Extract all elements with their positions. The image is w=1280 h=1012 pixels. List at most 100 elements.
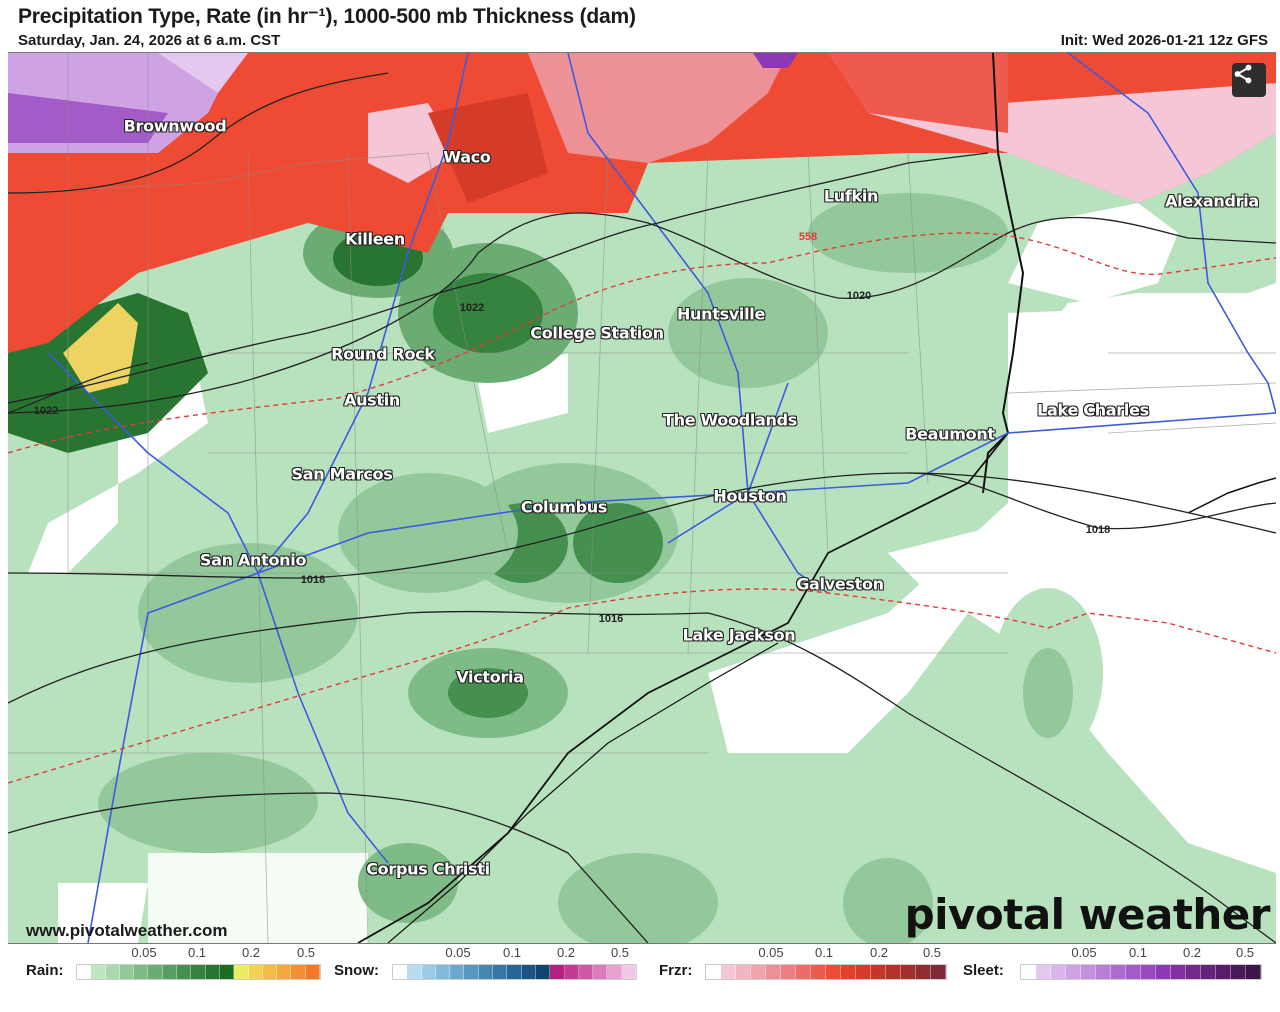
color-swatch (916, 965, 931, 979)
tick: 0.5 (922, 945, 942, 960)
color-swatch (550, 965, 565, 979)
color-swatch (248, 965, 263, 979)
color-swatch (450, 965, 465, 979)
color-swatch (1096, 965, 1111, 979)
color-swatch (578, 965, 594, 979)
tick: 0.05 (131, 945, 157, 960)
color-swatch (464, 965, 479, 979)
source-url[interactable]: www.pivotalweather.com (26, 921, 228, 940)
legend-sleet-label: Sleet: (963, 962, 1004, 979)
color-swatch (886, 965, 901, 979)
color-swatch (1171, 965, 1186, 979)
color-swatch (134, 965, 149, 979)
contour-label: 1016 (598, 613, 624, 625)
tick: 0.1 (1128, 945, 1148, 960)
tick: 0.2 (869, 945, 889, 960)
color-swatch (191, 965, 206, 979)
color-swatch (535, 965, 551, 979)
city-label: Columbus (520, 497, 608, 517)
color-swatch (277, 965, 292, 979)
color-swatch (234, 965, 249, 979)
city-label: San Marcos (291, 464, 393, 484)
contour-label: 1018 (1085, 524, 1111, 536)
legend-frzr-colorbar (705, 964, 947, 980)
color-swatch (931, 965, 946, 979)
color-swatch (564, 965, 579, 979)
legend-rain-colorbar (76, 964, 321, 980)
city-label: Lake Charles (1037, 400, 1149, 420)
contour-label: 1020 (846, 290, 872, 302)
color-swatch (1081, 965, 1096, 979)
legend-sleet-colorbar (1020, 964, 1262, 980)
legend-frzr-label: Frzr: (659, 962, 693, 979)
color-swatch (105, 965, 120, 979)
color-swatch (1186, 965, 1201, 979)
color-swatch (1111, 965, 1126, 979)
color-swatch (521, 965, 536, 979)
contour-label: 558 (798, 231, 818, 243)
color-swatch (751, 965, 766, 979)
color-swatch (856, 965, 871, 979)
init-time: Init: Wed 2026-01-21 12z GFS (1060, 32, 1268, 49)
city-label: Houston (713, 486, 787, 506)
city-label: Galveston (796, 574, 884, 594)
color-swatch (393, 965, 408, 979)
color-swatch (148, 965, 163, 979)
color-swatch (205, 965, 220, 979)
color-swatch (1201, 965, 1216, 979)
color-swatch (1051, 965, 1066, 979)
color-swatch (262, 965, 278, 979)
tick: 0.5 (610, 945, 630, 960)
color-swatch (871, 965, 886, 979)
color-swatch (1021, 965, 1036, 979)
valid-time: Saturday, Jan. 24, 2026 at 6 a.m. CST (18, 32, 281, 49)
legend-snow-label: Snow: (334, 962, 379, 979)
contour-label: 1022 (33, 405, 59, 417)
city-label: Killeen (345, 229, 405, 249)
color-swatch (77, 965, 92, 979)
color-swatch (736, 965, 751, 979)
chart-title: Precipitation Type, Rate (in hr⁻¹), 1000… (18, 5, 636, 28)
color-swatch (1246, 965, 1261, 979)
city-label: Round Rock (331, 344, 435, 364)
city-label: Alexandria (1165, 191, 1259, 211)
city-label: Lufkin (823, 186, 879, 206)
legend-sleet: Sleet: 0.05 0.1 0.2 0.5 (963, 944, 1273, 984)
color-swatch (493, 965, 508, 979)
contour-label: 1018 (300, 574, 326, 586)
color-swatch (1156, 965, 1171, 979)
legend-snow: Snow: 0.05 0.1 0.2 0.5 (334, 944, 644, 984)
legend-rain-label: Rain: (26, 962, 64, 979)
city-label: Huntsville (676, 304, 766, 324)
color-swatch (507, 965, 522, 979)
color-swatch (766, 965, 781, 979)
color-swatch (593, 965, 608, 979)
color-swatch (1216, 965, 1231, 979)
color-swatch (162, 965, 178, 979)
city-label: The Woodlands (663, 410, 797, 430)
share-icon (1234, 64, 1252, 84)
color-swatch (721, 965, 736, 979)
tick: 0.1 (502, 945, 522, 960)
weather-map[interactable]: Brownwood Waco Lufkin Alexandria Killeen Hunt… (8, 52, 1276, 944)
color-swatch (478, 965, 494, 979)
tick: 0.05 (758, 945, 784, 960)
color-swatch (1231, 965, 1246, 979)
city-label: Brownwood (123, 116, 227, 136)
color-swatch (781, 965, 796, 979)
color-swatch (305, 965, 321, 979)
tick: 0.5 (296, 945, 316, 960)
color-swatch (435, 965, 451, 979)
city-label: Victoria (456, 667, 524, 687)
color-swatch (796, 965, 811, 979)
tick: 0.1 (187, 945, 207, 960)
color-swatch (91, 965, 106, 979)
color-swatch (841, 965, 856, 979)
legend-rain: Rain: 0.05 0.1 0.2 0.5 (26, 944, 326, 984)
color-swatch (177, 965, 192, 979)
share-button[interactable] (1232, 63, 1266, 97)
color-swatch (1141, 965, 1156, 979)
city-label: Austin (343, 390, 401, 410)
tick: 0.05 (445, 945, 471, 960)
tick: 0.2 (1182, 945, 1202, 960)
